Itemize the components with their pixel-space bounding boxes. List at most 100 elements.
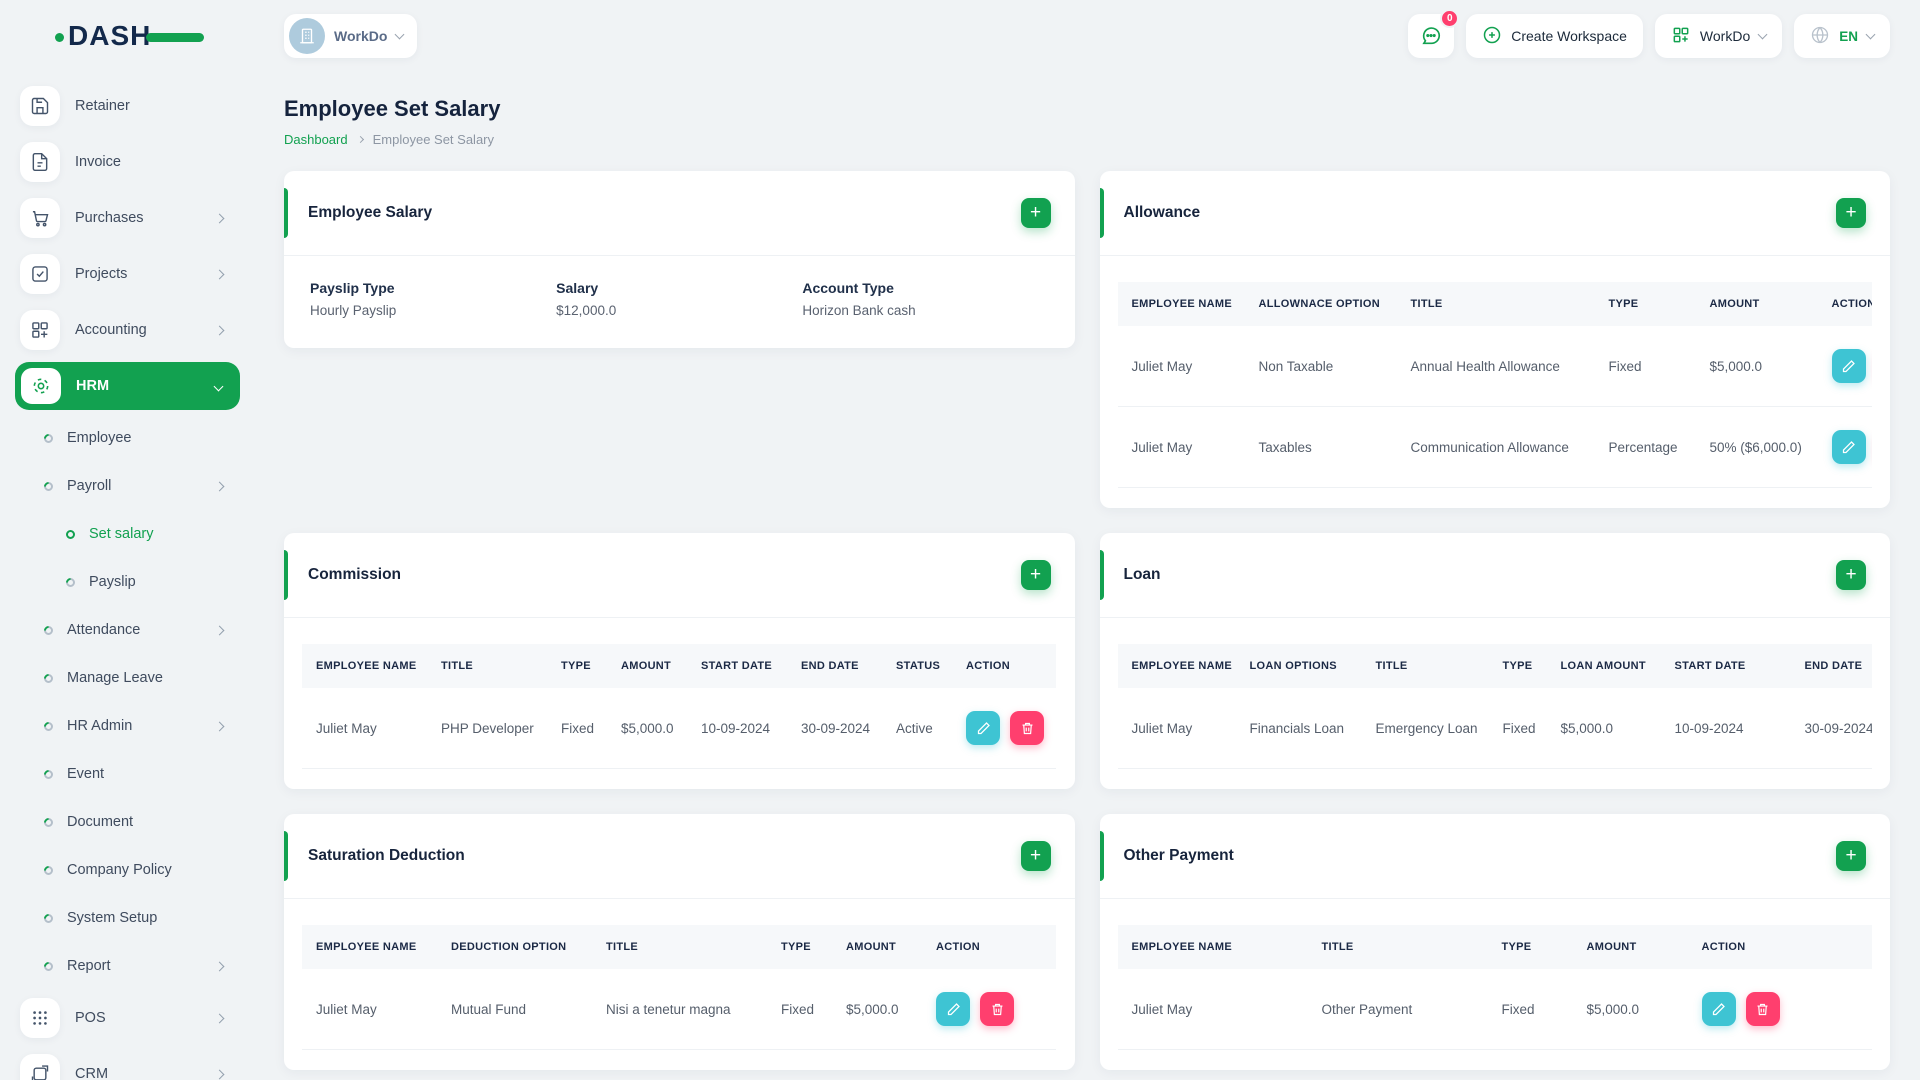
table-cell: Emergency Loan [1375, 720, 1478, 736]
column-header-employee-name: EMPLOYEE NAME [1117, 282, 1245, 326]
column-header-title: TITLE [1396, 282, 1595, 326]
table-cell: Fixed [781, 1001, 815, 1017]
edit-allowance-button[interactable] [1831, 349, 1866, 383]
sidebar-item-employee[interactable]: Employee [0, 414, 255, 462]
retainer-icon [20, 86, 60, 126]
sidebar-item-label: Projects [75, 266, 128, 282]
sidebar-item-hrm[interactable]: HRM [15, 362, 240, 410]
sidebar-item-accounting[interactable]: Accounting [0, 302, 255, 358]
sidebar-item-attendance[interactable]: Attendance [0, 606, 255, 654]
delete-commission-button[interactable] [1010, 711, 1044, 745]
table-cell: Active [896, 720, 933, 736]
saturation-deduction-table: EMPLOYEE NAME DEDUCTION OPTION TITLE TYPE AM… [302, 925, 1057, 1050]
table-cell-actions [952, 688, 1056, 769]
app-logo[interactable]: DASH [55, 16, 208, 56]
create-workspace-button[interactable]: Create Workspace [1466, 14, 1643, 58]
chevron-right-icon [214, 1069, 225, 1079]
sidebar-item-projects[interactable]: Projects [0, 246, 255, 302]
sidebar-item-company-policy[interactable]: Company Policy [0, 846, 255, 894]
sidebar-item-set-salary[interactable]: Set salary [0, 510, 255, 558]
add-saturation-deduction-button[interactable]: + [1020, 841, 1051, 871]
bullet-icon [42, 479, 55, 493]
card-title: Employee Salary [308, 204, 433, 221]
workspace-label: WorkDo [334, 28, 388, 44]
table-cell-actions [1818, 326, 1873, 407]
breadcrumb-dashboard-link[interactable]: Dashboard [284, 132, 348, 147]
bullet-icon [64, 527, 77, 541]
bullet-icon [42, 719, 55, 733]
field-payslip-type: Payslip Type Hourly Payslip [310, 280, 556, 318]
edit-allowance-button[interactable] [1831, 430, 1866, 464]
sidebar-item-manage-leave[interactable]: Manage Leave [0, 654, 255, 702]
workspace-switcher-button[interactable]: WorkDo [284, 14, 418, 58]
sidebar-item-payroll[interactable]: Payroll [0, 462, 255, 510]
column-header-employee-name: EMPLOYEE NAME [302, 925, 437, 969]
table-cell: 10-09-2024 [701, 720, 771, 736]
chevron-down-icon [394, 29, 405, 40]
sidebar-item-label: CRM [75, 1066, 109, 1080]
edit-saturation-deduction-button[interactable] [936, 992, 970, 1026]
chevron-right-icon [356, 135, 364, 144]
card-title: Saturation Deduction [308, 847, 465, 864]
purchases-icon [20, 198, 60, 238]
language-label: EN [1839, 28, 1858, 44]
sidebar-item-label: Report [67, 958, 111, 974]
edit-other-payment-button[interactable] [1701, 992, 1736, 1026]
sidebar-item-invoice[interactable]: Invoice [0, 134, 255, 190]
sidebar-item-purchases[interactable]: Purchases [0, 190, 255, 246]
add-commission-button[interactable]: + [1020, 560, 1051, 590]
card-title: Loan [1123, 566, 1161, 583]
table-cell: Financials Loan [1249, 720, 1345, 736]
allowance-card: Allowance + EMPLOYEE NAME ALLOWNACE OPTIO… [1099, 171, 1890, 508]
delete-other-payment-button[interactable] [1745, 992, 1780, 1026]
sidebar-item-retainer[interactable]: Retainer [0, 78, 255, 134]
add-loan-button[interactable]: + [1836, 560, 1866, 590]
pos-icon [20, 998, 60, 1038]
table-cell: $5,000.0 [1560, 720, 1614, 736]
field-account-type: Account Type Horizon Bank cash [802, 280, 1048, 318]
sidebar-item-pos[interactable]: POS [0, 990, 255, 1046]
add-allowance-button[interactable]: + [1836, 198, 1866, 228]
bullet-icon [42, 959, 55, 973]
edit-commission-button[interactable] [966, 711, 1000, 745]
sidebar-item-report[interactable]: Report [0, 942, 255, 990]
topbar-actions: 0 Create Workspace WorkDo EN [1408, 9, 1890, 58]
column-header-start-date: START DATE [1660, 644, 1791, 688]
add-employee-salary-button[interactable]: + [1020, 198, 1051, 228]
table-cell: Nisi a tenetur magna [606, 1001, 731, 1017]
sidebar-item-crm[interactable]: CRM [0, 1046, 255, 1080]
chevron-right-icon [214, 213, 225, 223]
column-header-title: TITLE [427, 644, 547, 688]
sidebar-item-document[interactable]: Document [0, 798, 255, 846]
other-payment-card: Other Payment + EMPLOYEE NAME TITLE TYPE AM… [1099, 814, 1890, 1070]
plus-circle-icon [1482, 25, 1502, 48]
add-other-payment-button[interactable]: + [1836, 841, 1866, 871]
table-cell: Annual Health Allowance [1410, 358, 1560, 374]
table-row: Juliet May Other Payment Fixed $5,000.0 [1117, 969, 1872, 1050]
column-header-deduction-option: DEDUCTION OPTION [437, 925, 592, 969]
delete-saturation-deduction-button[interactable] [980, 992, 1014, 1026]
table-row: Juliet May Mutual Fund Nisi a tenetur magn… [302, 969, 1056, 1050]
employee-salary-fields: Payslip Type Hourly Payslip Salary $12,0… [284, 256, 1075, 348]
apps-menu-button[interactable]: WorkDo [1654, 14, 1783, 58]
sidebar-item-system-setup[interactable]: System Setup [0, 894, 255, 942]
sidebar-item-label: Accounting [75, 322, 147, 338]
sidebar-item-hr-admin[interactable]: HR Admin [0, 702, 255, 750]
column-header-amount: AMOUNT [1695, 282, 1818, 326]
column-header-title: TITLE [592, 925, 767, 969]
table-cell: Juliet May [1131, 358, 1193, 374]
commission-card: Commission + EMPLOYEE NAME TITLE TYPE AMOUN… [284, 533, 1075, 789]
page-title: Employee Set Salary [284, 96, 501, 121]
column-header-allownace-option: ALLOWNACE OPTION [1244, 282, 1397, 326]
projects-icon [20, 254, 60, 294]
column-header-employee-name: EMPLOYEE NAME [1117, 644, 1236, 688]
sidebar-item-payslip[interactable]: Payslip [0, 558, 255, 606]
table-row: Juliet May PHP Developer Fixed $5,000.0 10-0… [302, 688, 1056, 769]
table-cell: 30-09-2024 [801, 720, 871, 736]
table-cell: $5,000.0 [1709, 358, 1763, 374]
language-button[interactable]: EN [1794, 14, 1890, 58]
sidebar-item-event[interactable]: Event [0, 750, 255, 798]
table-cell: 30-09-2024 [1804, 720, 1873, 736]
table-cell: $5,000.0 [621, 720, 674, 736]
messages-button[interactable]: 0 [1408, 9, 1460, 58]
